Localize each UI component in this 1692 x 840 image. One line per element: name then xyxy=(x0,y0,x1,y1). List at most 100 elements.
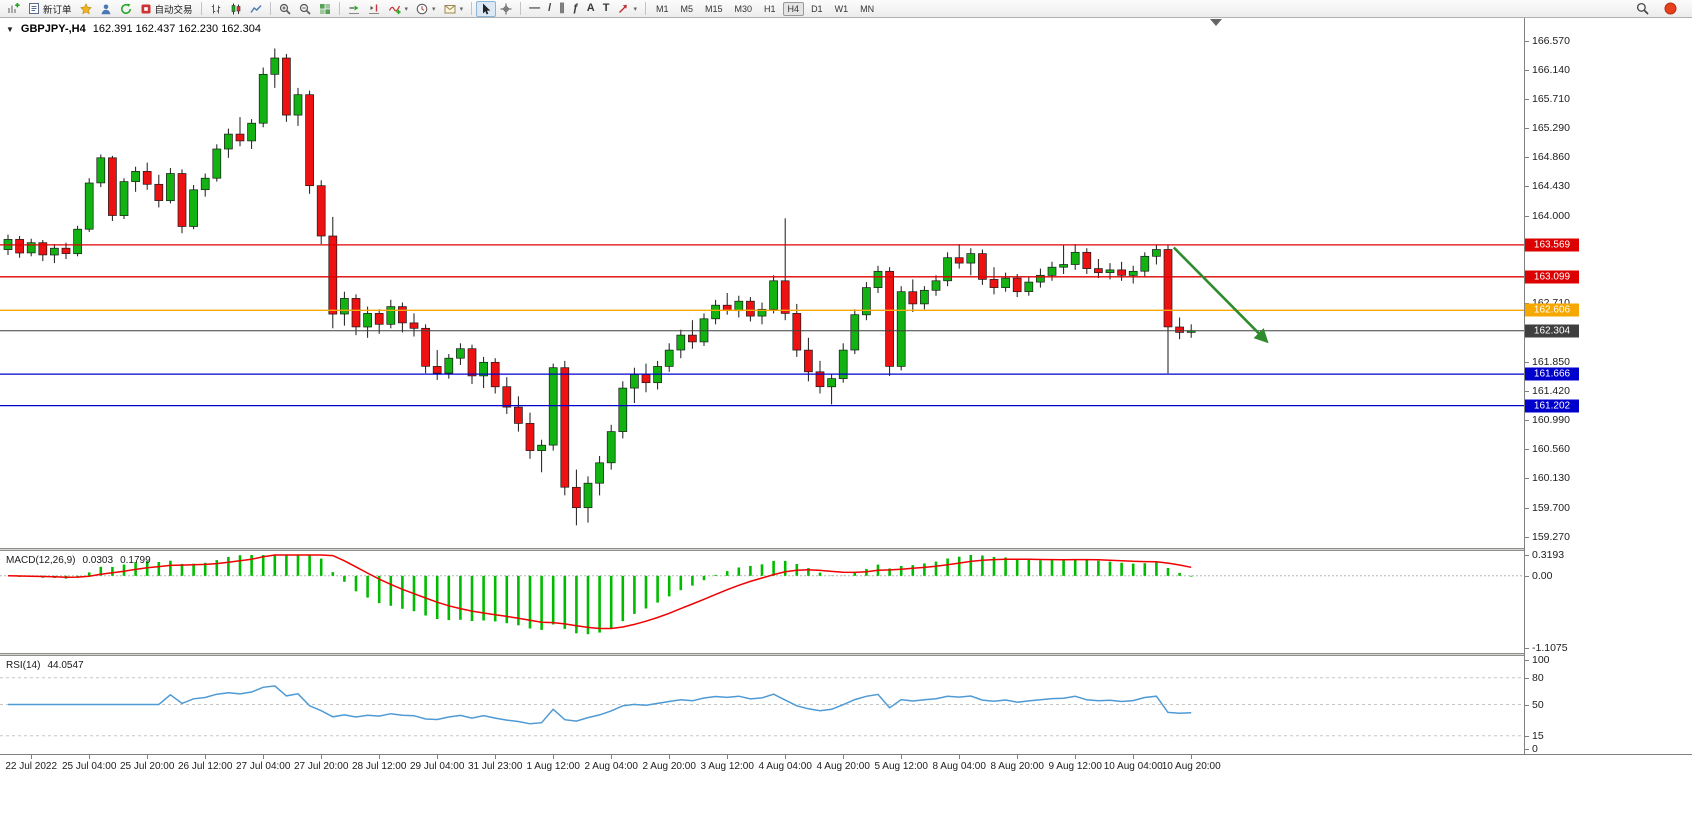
timeframe-m5-button[interactable]: M5 xyxy=(680,3,693,14)
timeframe-m15-button[interactable]: M15 xyxy=(705,3,723,14)
axis-tick-mark xyxy=(1525,677,1529,679)
fibonacci-tool-button[interactable]: ƒ xyxy=(569,1,583,17)
crosshair-button[interactable] xyxy=(496,1,516,17)
templates-button[interactable]: ▾ xyxy=(440,1,468,17)
macd-value-signal: 0.1799 xyxy=(120,555,151,566)
rsi-panel-canvas[interactable] xyxy=(0,656,1524,754)
time-label: 31 Jul 23:00 xyxy=(467,761,523,772)
price-tag-resistance: 163.569 xyxy=(1525,238,1579,252)
price-tick-label: 160.130 xyxy=(1532,472,1570,485)
axis-tick-mark xyxy=(1525,575,1529,577)
template-icon xyxy=(444,3,456,15)
arrows-tool-button[interactable]: ▾ xyxy=(613,1,641,17)
new-order-button[interactable]: 新订单 xyxy=(24,1,76,17)
axis-tick-mark xyxy=(1525,186,1529,188)
notifications-button[interactable] xyxy=(1660,1,1681,17)
axis-tick-mark xyxy=(1525,704,1529,706)
trendline-tool-button[interactable]: / xyxy=(544,1,555,17)
time-label: 25 Jul 04:00 xyxy=(61,761,117,772)
refresh-button[interactable] xyxy=(116,1,136,17)
time-tick-mark xyxy=(89,755,91,759)
time-axis[interactable]: 22 Jul 2022 25 Jul 04:00 25 Jul 20:00 26 Ju… xyxy=(0,754,1692,782)
red-badge-icon xyxy=(1664,2,1677,15)
timeframe-h1-button[interactable]: H1 xyxy=(764,3,776,14)
time-label: 27 Jul 04:00 xyxy=(235,761,291,772)
auto-scroll-button[interactable] xyxy=(344,1,364,17)
axis-tick-mark xyxy=(1525,420,1529,422)
tile-windows-button[interactable] xyxy=(315,1,335,17)
chart-candles-button[interactable] xyxy=(226,1,246,17)
trend-arrow[interactable] xyxy=(1172,246,1269,344)
zoom-in-button[interactable] xyxy=(275,1,295,17)
axis-tick-mark xyxy=(1525,555,1529,556)
new-chart-button[interactable] xyxy=(3,1,24,17)
rsi-line xyxy=(8,685,1192,725)
bars-icon xyxy=(210,3,222,15)
rsi-axis-label: 100 xyxy=(1532,654,1550,666)
axis-tick-mark xyxy=(1525,157,1529,159)
timeframe-m30-button[interactable]: M30 xyxy=(734,3,753,14)
hline-tool-button[interactable]: — xyxy=(525,1,544,17)
macd-panel-canvas[interactable] xyxy=(0,551,1524,653)
price-tick-label: 166.140 xyxy=(1532,64,1570,77)
one-click-expander-icon[interactable]: ▼ xyxy=(6,24,14,34)
chevron-down-icon: ▾ xyxy=(459,5,464,13)
autotrading-button[interactable]: 自动交易 xyxy=(136,1,197,17)
search-button[interactable] xyxy=(1632,1,1653,17)
time-tick-mark xyxy=(437,755,439,759)
toolbar-separator xyxy=(269,2,271,15)
price-tick-label: 161.420 xyxy=(1532,384,1570,397)
time-label: 4 Aug 04:00 xyxy=(758,761,812,772)
time-tick-mark xyxy=(31,755,33,759)
axis-tick-mark xyxy=(1525,41,1529,43)
channel-tool-button[interactable]: ∥ xyxy=(555,1,569,17)
arrowtool-icon xyxy=(617,3,629,15)
chart-bars-button[interactable] xyxy=(206,1,226,17)
time-tick-mark xyxy=(205,755,207,759)
timeframe-d1-button[interactable]: D1 xyxy=(811,3,823,14)
chart-line-button[interactable] xyxy=(246,1,266,17)
periods-button[interactable]: ▾ xyxy=(412,1,440,17)
price-tick-label: 160.560 xyxy=(1532,443,1570,456)
price-chart-canvas[interactable] xyxy=(0,18,1692,548)
time-label: 2 Aug 04:00 xyxy=(584,761,638,772)
rsi-label: RSI(14) 44.0547 xyxy=(6,660,84,671)
panel-splitter[interactable] xyxy=(0,653,1692,656)
price-axis[interactable]: 166.570 166.140 165.710 165.290 164.860 164.4… xyxy=(1524,18,1692,755)
trendline-tool-icon: / xyxy=(548,2,552,14)
panel-splitter[interactable] xyxy=(0,548,1692,551)
auto-icon xyxy=(140,3,152,15)
chevron-down-icon: ▾ xyxy=(633,5,637,13)
cursor-button[interactable] xyxy=(476,0,497,17)
time-label: 2 Aug 20:00 xyxy=(642,761,696,772)
community-button[interactable] xyxy=(96,1,116,17)
toolbar-separator xyxy=(471,2,473,15)
toolbar-separator xyxy=(644,2,646,15)
text-tool-button[interactable]: A xyxy=(583,1,599,17)
time-label: 22 Jul 2022 xyxy=(5,761,58,772)
time-label: 3 Aug 12:00 xyxy=(700,761,754,772)
price-tag-support: 161.666 xyxy=(1525,367,1579,381)
time-label: 10 Aug 20:00 xyxy=(1161,761,1221,772)
label-tool-button[interactable]: T xyxy=(599,1,614,17)
chart-window[interactable]: ▼ GBPJPY-,H4 162.391 162.437 162.230 162… xyxy=(0,18,1692,840)
chart-shift-button[interactable] xyxy=(364,1,384,17)
indicators-button[interactable]: ▾ xyxy=(384,1,413,17)
timeframe-m1-button[interactable]: M1 xyxy=(655,3,669,14)
zoom-out-button[interactable] xyxy=(295,1,315,17)
rsi-axis-label: 0 xyxy=(1532,743,1538,755)
timeframe-mn-button[interactable]: MN xyxy=(860,3,875,14)
time-label: 29 Jul 04:00 xyxy=(409,761,465,772)
text-tool-icon: A xyxy=(586,2,595,14)
time-tick-mark xyxy=(1075,755,1077,759)
timeframe-w1-button[interactable]: W1 xyxy=(834,3,849,14)
axis-tick-mark xyxy=(1525,536,1529,538)
time-tick-mark xyxy=(669,755,671,759)
chevron-down-icon: ▾ xyxy=(432,5,436,13)
chart-shift-marker[interactable] xyxy=(1210,19,1222,26)
time-tick-mark xyxy=(959,755,961,759)
doc-icon xyxy=(28,2,40,15)
favorites-button[interactable] xyxy=(76,1,96,17)
timeframe-h4-button[interactable]: H4 xyxy=(782,1,805,16)
price-tag-resistance: 163.099 xyxy=(1525,270,1579,284)
